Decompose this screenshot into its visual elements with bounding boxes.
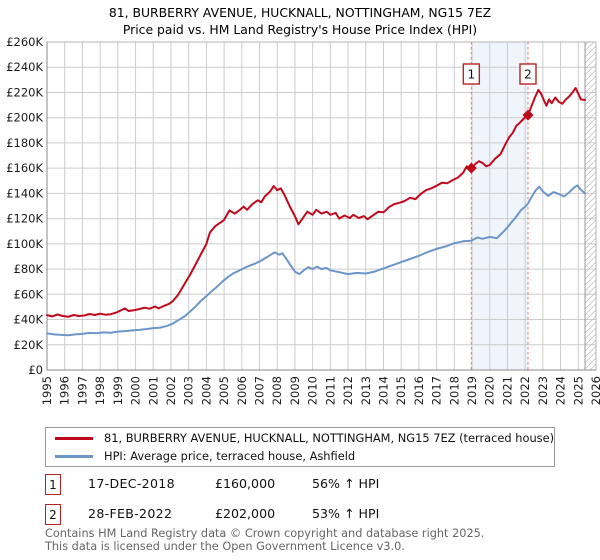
svg-text:2023: 2023	[536, 376, 550, 405]
legend-item-hpi: HPI: Average price, terraced house, Ashf…	[55, 449, 554, 463]
svg-text:£220K: £220K	[6, 85, 43, 99]
svg-text:£120K: £120K	[6, 212, 43, 226]
footer-line-1: Contains HM Land Registry data © Crown c…	[45, 527, 485, 540]
svg-text:2018: 2018	[447, 376, 461, 405]
svg-text:1995: 1995	[40, 376, 54, 405]
svg-text:£180K: £180K	[6, 136, 43, 150]
license-footer: Contains HM Land Registry data © Crown c…	[45, 527, 585, 553]
svg-text:1996: 1996	[58, 376, 72, 405]
svg-text:2017: 2017	[430, 376, 444, 405]
svg-text:£260K: £260K	[6, 35, 43, 49]
svg-text:2006: 2006	[235, 376, 249, 405]
svg-text:2019: 2019	[465, 376, 479, 405]
svg-text:£60K: £60K	[14, 287, 44, 301]
property-line-swatch	[55, 436, 93, 440]
sale-annotation-row: 1 17-DEC-2018 £160,000 56% ↑ HPI	[45, 474, 585, 496]
hpi-line	[46, 184, 586, 337]
legend: 81, BURBERRY AVENUE, HUCKNALL, NOTTINGHA…	[45, 427, 555, 467]
footer-line-2: This data is licensed under the Open Gov…	[45, 539, 405, 553]
sale-2-price: £202,000	[215, 506, 276, 521]
sale-1-chart-badge	[462, 63, 481, 85]
legend-item-property: 81, BURBERRY AVENUE, HUCKNALL, NOTTINGHA…	[55, 431, 554, 445]
sale-1-point-marker	[465, 162, 477, 174]
svg-text:2000: 2000	[129, 376, 143, 405]
svg-text:£240K: £240K	[6, 60, 43, 74]
sale-2-point-marker	[522, 109, 534, 121]
svg-text:2022: 2022	[518, 376, 532, 405]
svg-text:1: 1	[468, 68, 476, 82]
svg-text:1999: 1999	[111, 376, 125, 405]
svg-text:2016: 2016	[412, 376, 426, 405]
svg-text:2015: 2015	[394, 376, 408, 405]
sale-2-hpi-delta: 53% ↑ HPI	[312, 506, 380, 521]
svg-text:2007: 2007	[253, 376, 267, 405]
svg-text:£80K: £80K	[14, 262, 44, 276]
legend-label-hpi: HPI: Average price, terraced house, Ashf…	[104, 449, 356, 463]
svg-text:2012: 2012	[341, 376, 355, 405]
y-tick-labels: £0 £20K £40K £60K £80K £100K £120K £140K £160K £1…	[6, 35, 43, 377]
svg-text:£20K: £20K	[14, 338, 44, 352]
sale-1-hpi-delta: 56% ↑ HPI	[312, 476, 380, 491]
svg-text:2008: 2008	[270, 376, 284, 405]
sale-2-marker-badge: 2	[45, 504, 61, 525]
svg-text:2021: 2021	[500, 376, 514, 405]
svg-text:2026: 2026	[589, 376, 600, 405]
svg-text:£0: £0	[28, 363, 43, 377]
sale-annotation-row: 2 28-FEB-2022 £202,000 53% ↑ HPI	[45, 504, 585, 526]
svg-text:£40K: £40K	[14, 313, 44, 327]
svg-text:2004: 2004	[199, 376, 213, 405]
svg-text:1998: 1998	[93, 376, 107, 405]
x-tick-labels: 1995 1996 1997 1998 1999 2000 2001 2002 2003 2004…	[40, 376, 600, 405]
svg-text:2013: 2013	[359, 376, 373, 405]
svg-text:2025: 2025	[571, 376, 585, 405]
between-sales-band	[471, 42, 528, 370]
sale-2-date: 28-FEB-2022	[88, 506, 173, 521]
legend-label-property: 81, BURBERRY AVENUE, HUCKNALL, NOTTINGHA…	[104, 431, 555, 445]
svg-text:2001: 2001	[146, 376, 160, 405]
svg-text:£100K: £100K	[6, 237, 43, 251]
svg-text:2010: 2010	[306, 376, 320, 405]
svg-text:£200K: £200K	[6, 111, 43, 125]
gridlines	[46, 41, 597, 371]
future-hatch-region	[585, 42, 596, 370]
sale-1-marker-badge: 1	[45, 474, 61, 495]
svg-text:£140K: £140K	[6, 186, 43, 200]
hpi-line-swatch	[55, 454, 93, 458]
svg-text:2024: 2024	[554, 376, 568, 405]
sale-1-price: £160,000	[215, 476, 276, 491]
svg-text:2009: 2009	[288, 376, 302, 405]
svg-text:2014: 2014	[376, 376, 390, 405]
price-history-chart: £0 £20K £40K £60K £80K £100K £120K £140K £160K £1…	[6, 35, 600, 405]
svg-text:2003: 2003	[182, 376, 196, 405]
sale-2-chart-badge	[519, 63, 537, 85]
svg-text:2002: 2002	[164, 376, 178, 405]
svg-text:1997: 1997	[75, 376, 89, 405]
svg-text:2005: 2005	[217, 376, 231, 405]
sale-1-date: 17-DEC-2018	[88, 476, 175, 491]
svg-text:2: 2	[524, 68, 532, 82]
svg-text:2020: 2020	[483, 376, 497, 405]
property-price-line	[46, 87, 586, 318]
chart-title: 81, BURBERRY AVENUE, HUCKNALL, NOTTINGHA…	[108, 5, 492, 20]
svg-text:£160K: £160K	[6, 161, 43, 175]
svg-text:2011: 2011	[323, 376, 337, 405]
chart-subtitle: Price paid vs. HM Land Registry's House …	[122, 22, 478, 37]
